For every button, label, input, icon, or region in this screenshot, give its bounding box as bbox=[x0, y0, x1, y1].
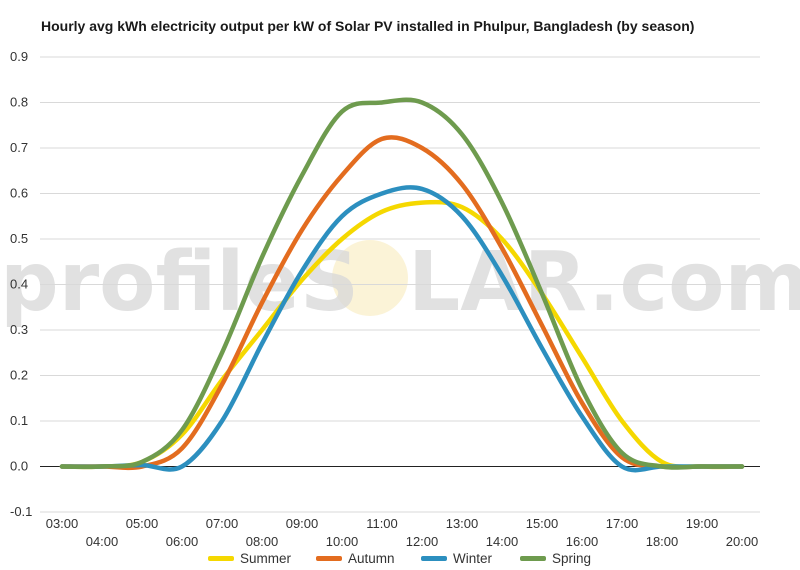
series-line-autumn bbox=[59, 135, 745, 471]
x-tick-label: 09:00 bbox=[286, 516, 319, 531]
y-tick-label: 0.7 bbox=[10, 140, 28, 155]
y-tick-label: 0.2 bbox=[10, 368, 28, 383]
x-tick-label: 03:00 bbox=[46, 516, 79, 531]
chart-title: Hourly avg kWh electricity output per kW… bbox=[41, 18, 695, 34]
series-line-winter bbox=[59, 185, 745, 473]
x-tick-label: 17:00 bbox=[606, 516, 639, 531]
y-tick-label: 0.6 bbox=[10, 186, 28, 201]
chart-legend: Summer Autumn Winter Spring bbox=[0, 548, 800, 568]
y-tick-label: 0.4 bbox=[10, 277, 28, 292]
watermark: profileS LAR.com bbox=[0, 235, 800, 330]
y-tick-label: 0.9 bbox=[10, 49, 28, 64]
grid-lines bbox=[40, 56, 760, 513]
legend-label: Summer bbox=[240, 550, 292, 566]
y-axis-ticks: -0.1 0.0 0.1 0.2 0.3 0.4 0.5 0.6 0.7 0.8 0.9 bbox=[10, 49, 32, 519]
x-tick-label: 15:00 bbox=[526, 516, 559, 531]
watermark-text-right: LAR.com bbox=[408, 235, 800, 330]
x-tick-label: 19:00 bbox=[686, 516, 719, 531]
x-tick-label: 12:00 bbox=[406, 534, 439, 549]
legend-label: Winter bbox=[453, 550, 493, 566]
x-tick-label: 14:00 bbox=[486, 534, 519, 549]
x-tick-label: 11:00 bbox=[366, 516, 398, 531]
legend-item-summer: Summer bbox=[208, 548, 291, 568]
y-tick-label: 0.3 bbox=[10, 322, 28, 337]
x-axis-ticks: 03:00 04:00 05:00 06:00 07:00 08:00 09:00 10:00… bbox=[46, 516, 759, 549]
x-tick-label: 16:00 bbox=[566, 534, 599, 549]
series-line-spring bbox=[59, 97, 745, 470]
watermark-text-left: profileS bbox=[0, 235, 359, 330]
legend-label: Spring bbox=[552, 550, 592, 566]
series-line-summer bbox=[59, 199, 745, 470]
legend-label: Autumn bbox=[348, 550, 395, 566]
legend-item-spring: Spring bbox=[520, 548, 591, 568]
y-tick-label: 0.8 bbox=[10, 95, 28, 110]
x-tick-label: 10:00 bbox=[326, 534, 359, 549]
y-tick-label: 0.5 bbox=[10, 231, 28, 246]
legend-swatch bbox=[421, 555, 447, 561]
x-tick-label: 04:00 bbox=[86, 534, 119, 549]
x-tick-label: 13:00 bbox=[446, 516, 479, 531]
x-tick-label: 05:00 bbox=[126, 516, 159, 531]
y-tick-label: 0.1 bbox=[10, 413, 28, 428]
legend-swatch bbox=[208, 555, 234, 561]
x-tick-label: 18:00 bbox=[646, 534, 679, 549]
y-tick-label: -0.1 bbox=[10, 504, 32, 519]
x-tick-label: 06:00 bbox=[166, 534, 199, 549]
y-tick-label: 0.0 bbox=[10, 459, 28, 474]
legend-item-autumn: Autumn bbox=[316, 548, 395, 568]
x-tick-label: 20:00 bbox=[726, 534, 759, 549]
series-lines bbox=[59, 97, 745, 473]
x-tick-label: 08:00 bbox=[246, 534, 279, 549]
legend-swatch bbox=[520, 555, 546, 561]
watermark-sun-icon bbox=[332, 240, 408, 316]
legend-item-winter: Winter bbox=[421, 548, 492, 568]
legend-swatch bbox=[316, 555, 342, 561]
x-tick-label: 07:00 bbox=[206, 516, 239, 531]
